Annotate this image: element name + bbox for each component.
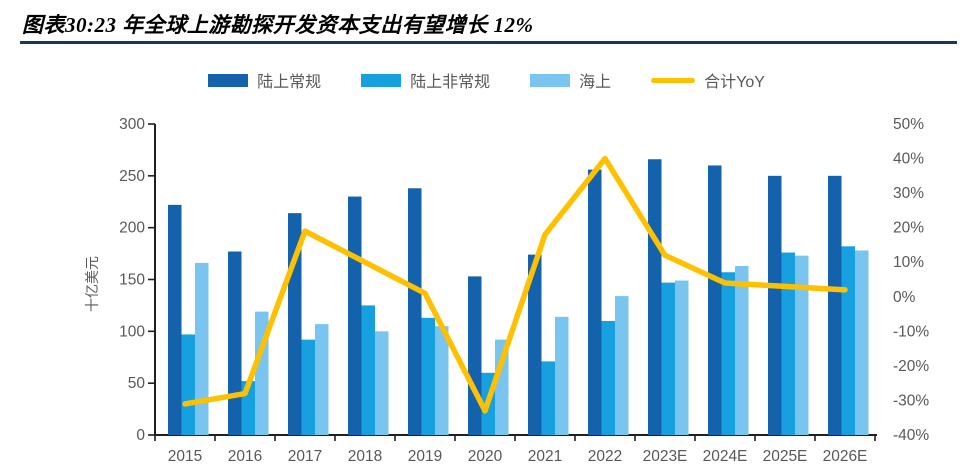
bar-onshore-unconventional-2015 — [181, 334, 195, 435]
x-axis-label: 2026E — [823, 448, 868, 465]
legend-swatch-onshore-conventional — [208, 73, 249, 87]
legend-item-offshore: 海上 — [530, 68, 611, 92]
bar-onshore-conventional-2016 — [228, 251, 242, 435]
bar-offshore-2015 — [195, 262, 209, 435]
bar-offshore-2023E — [675, 280, 689, 435]
right-axis-tick-label: -20% — [893, 358, 929, 375]
legend-label-onshore-conventional: 陆上常规 — [257, 74, 322, 91]
legend-swatch-onshore-unconventional — [361, 73, 402, 87]
right-axis-tick-label: 40% — [893, 151, 924, 168]
x-axis-label: 2020 — [468, 448, 503, 465]
x-axis-label: 2021 — [528, 448, 562, 465]
line-total-yoy — [182, 155, 848, 414]
bar-onshore-unconventional-2024E — [721, 272, 735, 435]
bar-onshore-conventional-2020 — [468, 276, 482, 435]
legend-label-total-yoy: 合计YoY — [704, 74, 765, 91]
chart-legend: 陆上常规 陆上非常规 海上 合计YoY — [0, 68, 973, 92]
bar-offshore-2018 — [375, 331, 389, 435]
bar-offshore-2019 — [435, 326, 449, 435]
left-axis-tick-label: 0 — [136, 427, 145, 444]
bar-onshore-conventional-2022 — [588, 169, 602, 435]
bar-offshore-2026E — [855, 250, 869, 435]
bar-onshore-conventional-2023E — [648, 159, 662, 435]
left-axis-tick-label: 300 — [119, 116, 145, 133]
x-axis-label: 2019 — [408, 448, 442, 465]
bar-offshore-2025E — [795, 255, 809, 435]
bar-onshore-conventional-2021 — [528, 254, 542, 435]
x-axis-label: 2023E — [643, 448, 688, 465]
bar-onshore-unconventional-2026E — [841, 246, 855, 435]
bar-onshore-unconventional-2019 — [421, 317, 435, 435]
legend-item-onshore-conventional: 陆上常规 — [208, 68, 321, 92]
legend-item-onshore-unconventional: 陆上非常规 — [361, 68, 490, 92]
title-rule — [20, 41, 957, 44]
bar-onshore-conventional-2018 — [348, 196, 362, 435]
legend-line-swatch-total-yoy — [651, 77, 696, 83]
right-axis-tick-label: 10% — [893, 254, 924, 271]
left-axis-tick-label: 200 — [119, 220, 145, 237]
left-axis-tick-label: 100 — [119, 323, 145, 340]
legend-item-total-yoy: 合计YoY — [651, 68, 765, 92]
left-axis-tick-label: 50 — [128, 375, 146, 392]
left-axis-title: 十亿美元 — [84, 256, 100, 312]
bar-onshore-conventional-2026E — [828, 175, 842, 436]
right-axis-tick-label: 0% — [893, 289, 916, 306]
bar-onshore-unconventional-2022 — [601, 320, 615, 435]
bar-offshore-2024E — [735, 266, 749, 435]
x-axis-label: 2025E — [763, 448, 808, 465]
x-axis-label: 2015 — [168, 448, 202, 465]
left-axis-tick-label: 250 — [119, 168, 145, 185]
x-axis-label: 2017 — [288, 448, 322, 465]
bar-offshore-2021 — [555, 316, 569, 435]
bar-onshore-unconventional-2018 — [361, 305, 375, 435]
legend-label-offshore: 海上 — [579, 74, 612, 91]
bar-onshore-unconventional-2017 — [301, 339, 315, 435]
bar-offshore-2017 — [315, 324, 329, 435]
bar-onshore-conventional-2024E — [708, 165, 722, 435]
bar-offshore-2022 — [615, 296, 629, 435]
right-axis-tick-label: 30% — [893, 185, 924, 202]
figure-title: 图表30:23 年全球上游勘探开发资本支出有望增长 12% — [22, 13, 534, 37]
bar-onshore-unconventional-2021 — [541, 361, 555, 435]
x-axis-label: 2018 — [348, 448, 382, 465]
right-axis-tick-label: 50% — [893, 116, 924, 133]
x-axis-label: 2022 — [588, 448, 622, 465]
right-axis-tick-label: -30% — [893, 392, 929, 409]
left-axis-tick-label: 150 — [119, 272, 145, 289]
legend-label-onshore-unconventional: 陆上非常规 — [410, 74, 491, 91]
right-axis-tick-label: 20% — [893, 220, 924, 237]
right-axis-tick-label: -10% — [893, 323, 929, 340]
x-axis-label: 2024E — [703, 448, 748, 465]
bar-onshore-conventional-2019 — [408, 188, 422, 435]
x-axis-label: 2016 — [228, 448, 262, 465]
bar-onshore-unconventional-2023E — [661, 282, 675, 435]
bar-onshore-unconventional-2025E — [781, 252, 795, 435]
legend-swatch-offshore — [530, 73, 571, 87]
right-axis-tick-label: -40% — [893, 427, 929, 444]
bar-onshore-conventional-2015 — [168, 204, 182, 435]
bar-onshore-conventional-2025E — [768, 175, 782, 436]
